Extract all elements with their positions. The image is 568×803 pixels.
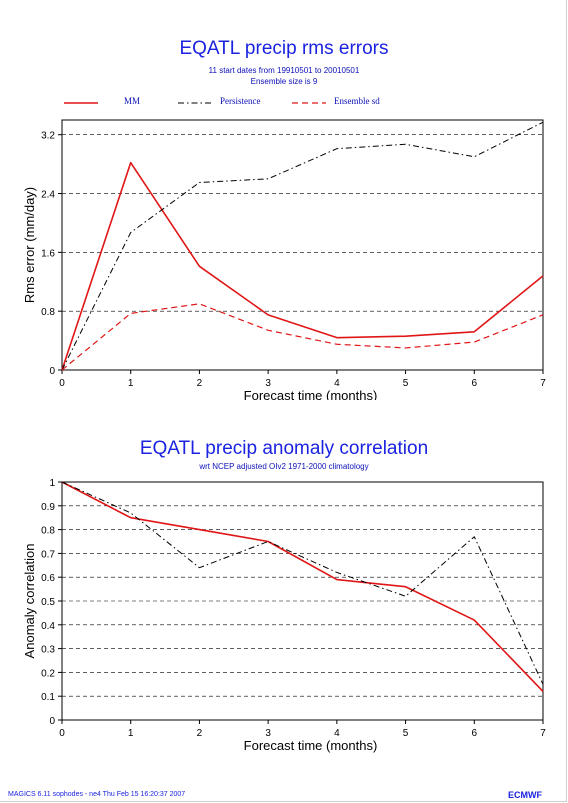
rms-xtick-label: 2 bbox=[197, 378, 203, 389]
ecmwf-logo: ECMWF bbox=[508, 790, 542, 800]
rms-xtick-label: 4 bbox=[334, 378, 340, 389]
legend-label-persistence: Persistence bbox=[220, 96, 261, 106]
rms-xtick-label: 7 bbox=[540, 378, 546, 389]
rms-ytick-label: 0 bbox=[49, 366, 55, 377]
ac-xtick-label: 4 bbox=[334, 728, 340, 739]
chart2-title: EQATL precip anomaly correlation bbox=[139, 438, 429, 459]
rms-xtick-label: 1 bbox=[128, 378, 134, 389]
legend-swatch-mm bbox=[64, 102, 98, 104]
anomaly-correlation-chart: 0 0.1 0.2 0.3 0.4 0.5 0.6 0.7 0.8 0.9 1 0 1 2 3 4 5 6 7 For… bbox=[22, 478, 546, 753]
rms-series-mm-line bbox=[61, 161, 544, 371]
legend-item-ensemble-sd: Ensemble sd bbox=[292, 96, 380, 110]
rms-xtick-label: 3 bbox=[265, 378, 271, 389]
legend-swatch-persistence bbox=[178, 102, 212, 104]
rms-xtick-label: 0 bbox=[59, 378, 65, 389]
ac-ytick-label: 0.1 bbox=[41, 692, 55, 703]
ac-y-axis-label: Anomaly correlation bbox=[22, 544, 37, 659]
ac-xtick-label: 7 bbox=[540, 728, 546, 739]
rms-series-persistence-line bbox=[61, 121, 544, 371]
ac-ytick-label: 0.8 bbox=[41, 526, 55, 537]
chart2-subtitle: wrt NCEP adjusted OIv2 1971-2000 climato… bbox=[199, 462, 369, 471]
rms-y-axis-label: Rms error (mm/day) bbox=[22, 187, 37, 303]
rms-xtick-label: 6 bbox=[472, 378, 478, 389]
ac-series-1-line bbox=[61, 481, 544, 685]
legend-label-ensemble-sd: Ensemble sd bbox=[334, 96, 380, 106]
legend-item-persistence: Persistence bbox=[178, 96, 261, 110]
ac-xtick-label: 6 bbox=[472, 728, 478, 739]
ac-ytick-label: 0.5 bbox=[41, 597, 55, 608]
rms-x-axis-label: Forecast time (months) bbox=[244, 388, 378, 400]
legend-item-mm: MM bbox=[64, 96, 140, 110]
ac-ytick-label: 0.6 bbox=[41, 573, 55, 584]
ac-ytick-label: 0.3 bbox=[41, 645, 55, 656]
ac-ytick-label: 0.9 bbox=[41, 502, 55, 513]
rms-plot-frame bbox=[61, 119, 544, 371]
ac-xtick-label: 0 bbox=[59, 728, 65, 739]
ac-ytick-label: 0 bbox=[49, 716, 55, 727]
ac-ytick-label: 0.2 bbox=[41, 668, 55, 679]
rms-ytick-label: 3.2 bbox=[41, 131, 55, 142]
ac-ytick-label: 0.7 bbox=[41, 549, 55, 560]
chart1-subtitle-line2: Ensemble size is 9 bbox=[250, 77, 318, 86]
ac-xtick-label: 1 bbox=[128, 728, 134, 739]
rms-ytick-label: 1.6 bbox=[41, 248, 55, 259]
rms-error-chart: 0 0.8 1.6 2.4 3.2 0 1 2 3 4 5 6 7 Forecast time (mont… bbox=[22, 119, 546, 400]
rms-series-ensemble-sd-line bbox=[61, 303, 544, 371]
chart1-legend: MM Persistence Ensemble sd bbox=[0, 96, 568, 110]
ac-series-0-line bbox=[61, 481, 544, 692]
rms-ytick-label: 2.4 bbox=[41, 190, 55, 201]
legend-swatch-ensemble-sd bbox=[292, 102, 326, 104]
chart1-subtitle-line1: 11 start dates from 19910501 to 20010501 bbox=[208, 66, 360, 75]
ac-ytick-label: 0.4 bbox=[41, 621, 55, 632]
rms-xtick-label: 5 bbox=[403, 378, 409, 389]
ac-xtick-label: 5 bbox=[403, 728, 409, 739]
legend-label-mm: MM bbox=[124, 96, 141, 106]
ac-xtick-label: 3 bbox=[265, 728, 271, 739]
rms-ytick-label: 0.8 bbox=[41, 307, 55, 318]
ac-xtick-label: 2 bbox=[197, 728, 203, 739]
footer-text: MAGICS 6.11 sophodes - ne4 Thu Feb 15 16… bbox=[8, 791, 186, 798]
ac-ytick-label: 1 bbox=[49, 478, 55, 489]
ac-x-axis-label: Forecast time (months) bbox=[244, 738, 378, 753]
chart1-title: EQATL precip rms errors bbox=[179, 38, 389, 59]
